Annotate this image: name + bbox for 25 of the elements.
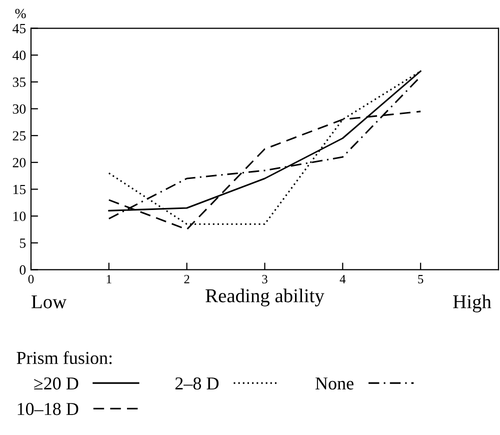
y-tick-label: 45 (12, 24, 26, 34)
y-axis-title: % (15, 8, 26, 18)
y-tick-label: 25 (12, 131, 26, 141)
x-tick-label: 2 (184, 274, 190, 284)
y-tick-label: 5 (20, 238, 26, 248)
y-tick-label: 30 (12, 104, 26, 114)
y-tick-label: 35 (12, 78, 26, 87)
text: High (453, 294, 492, 312)
y-tick-label: 10 (13, 212, 26, 222)
x-tick-label: 0 (28, 274, 34, 284)
legend-title: Prism fusion: (16, 351, 112, 364)
legend-label: 2–8 D (175, 377, 219, 390)
y-tick-label: 40 (12, 50, 26, 60)
legend-label: 10–18 D (18, 402, 78, 416)
y-tick-label: 15 (13, 184, 26, 194)
x-tick-label: 5 (418, 275, 424, 284)
x-axis-title: Reading ability (206, 288, 324, 306)
legend-label: ≥20 D (34, 377, 78, 390)
text: Low (32, 295, 67, 308)
x-tick-label: 3 (262, 274, 268, 284)
x-tick-label: 4 (340, 275, 346, 284)
legend-label: None (315, 378, 354, 390)
y-tick-label: 20 (12, 158, 26, 168)
x-tick-label: 1 (106, 274, 112, 284)
y-tick-label: 0 (20, 265, 26, 275)
